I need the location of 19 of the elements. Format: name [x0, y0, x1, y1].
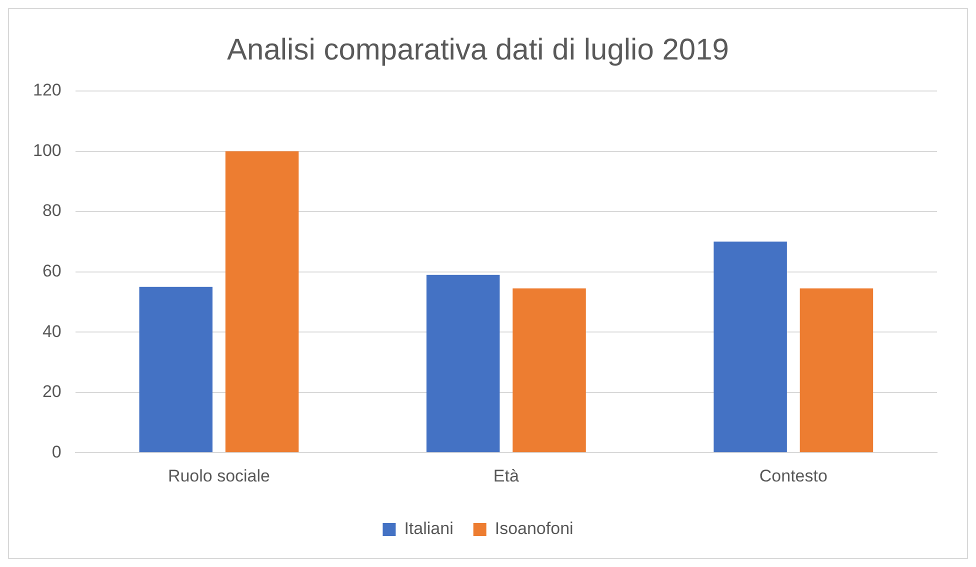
- bar: [225, 151, 299, 452]
- bar: [139, 286, 213, 452]
- x-tick-label: Contesto: [759, 466, 828, 486]
- y-tick-label: 0: [52, 442, 62, 462]
- y-tick-label: 40: [42, 322, 62, 341]
- x-tick-label: Ruolo sociale: [168, 466, 270, 486]
- legend-label: Italiani: [404, 519, 454, 538]
- y-tick-label: 80: [42, 201, 62, 220]
- bar: [426, 274, 500, 452]
- y-tick-label: 100: [32, 140, 62, 160]
- y-tick-label: 20: [42, 382, 62, 402]
- x-tick-label: Età: [493, 466, 520, 486]
- bar: [512, 288, 586, 452]
- chart-title: Analisi comparativa dati di luglio 2019: [227, 33, 729, 66]
- y-tick-label: 60: [42, 261, 62, 280]
- legend-label: Isoanofoni: [494, 519, 574, 538]
- y-tick-label: 120: [32, 80, 62, 100]
- bar: [714, 242, 787, 452]
- bar: [800, 288, 874, 452]
